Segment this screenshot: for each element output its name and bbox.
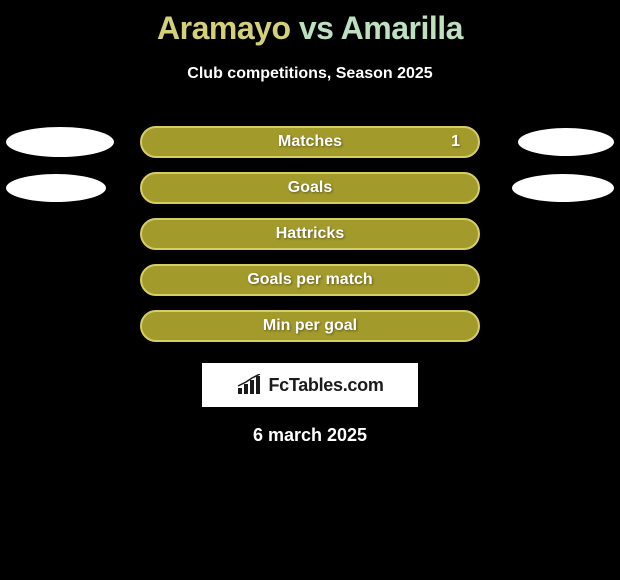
stat-label: Goals: [288, 179, 332, 197]
stat-row-goals: Goals: [0, 165, 620, 211]
stat-row-goals-per-match: Goals per match: [0, 257, 620, 303]
stat-label: Matches: [278, 133, 342, 151]
stat-row-matches: Matches 1: [0, 119, 620, 165]
stat-row-min-per-goal: Min per goal: [0, 303, 620, 349]
stat-row-hattricks: Hattricks: [0, 211, 620, 257]
chart-icon: [236, 374, 262, 396]
stat-bar-hattricks: Hattricks: [140, 218, 480, 250]
logo-text: FcTables.com: [268, 375, 383, 396]
ellipse-left-matches: [6, 127, 114, 157]
main-content: Aramayo vs Amarilla Club competitions, S…: [0, 0, 620, 446]
page-title: Aramayo vs Amarilla: [157, 10, 463, 47]
stat-bar-goals: Goals: [140, 172, 480, 204]
title-player2: Amarilla: [341, 10, 463, 46]
ellipse-right-goals: [512, 174, 614, 202]
stat-bar-min-per-goal: Min per goal: [140, 310, 480, 342]
date-label: 6 march 2025: [253, 425, 367, 446]
stat-label: Hattricks: [276, 225, 344, 243]
logo-box: FcTables.com: [202, 363, 418, 407]
ellipse-right-matches: [518, 128, 614, 156]
stat-value-right: 1: [451, 133, 460, 151]
stat-label: Min per goal: [263, 317, 357, 335]
stat-rows: Matches 1 Goals Hattricks Goals per matc…: [0, 119, 620, 349]
stat-bar-goals-per-match: Goals per match: [140, 264, 480, 296]
title-vs: vs: [290, 10, 340, 46]
subtitle: Club competitions, Season 2025: [187, 65, 432, 83]
title-player1: Aramayo: [157, 10, 290, 46]
stat-label: Goals per match: [247, 271, 372, 289]
ellipse-left-goals: [6, 174, 106, 202]
stat-bar-matches: Matches 1: [140, 126, 480, 158]
